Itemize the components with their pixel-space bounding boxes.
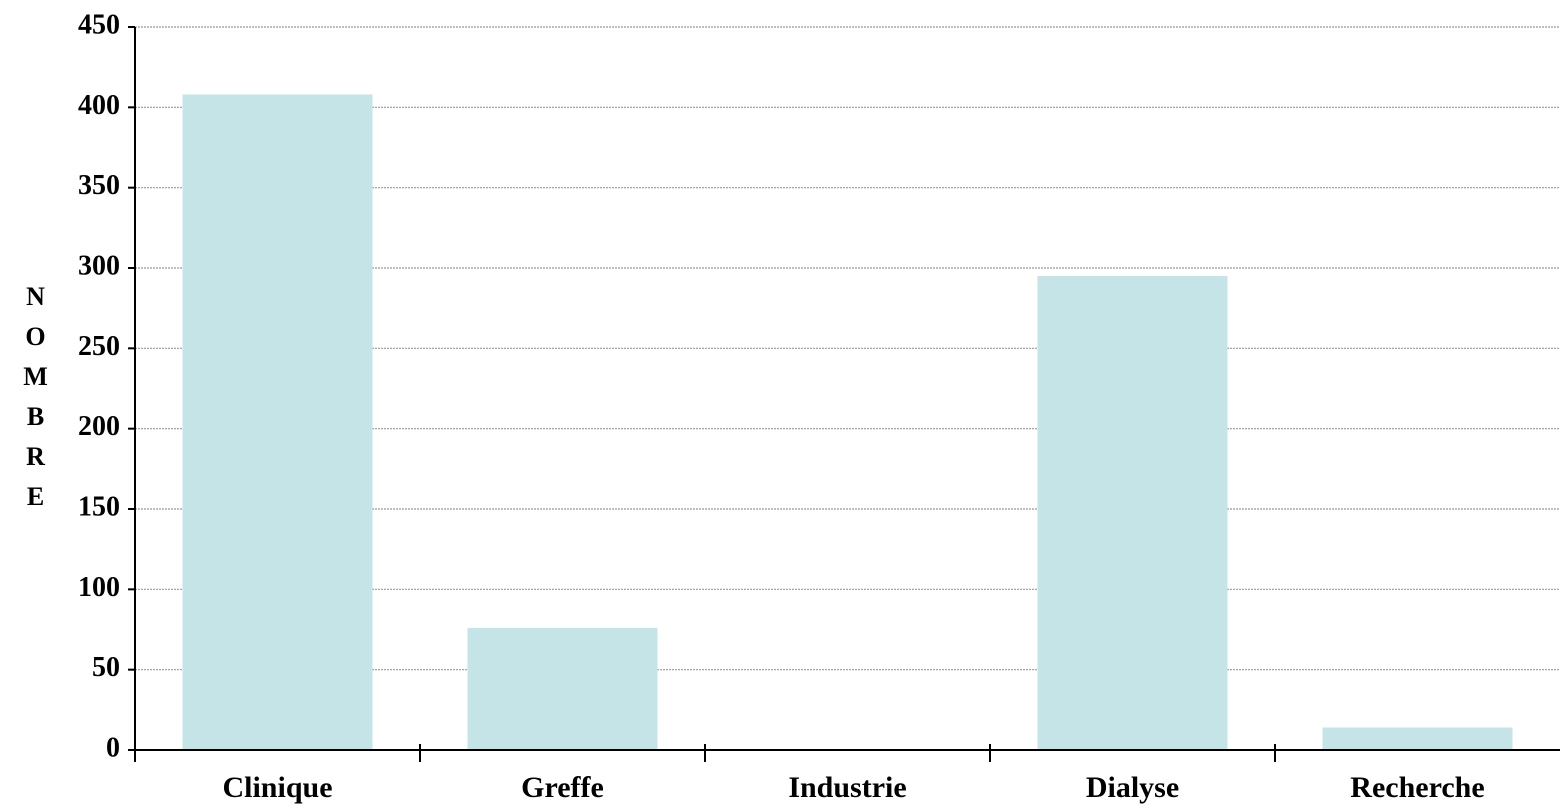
y-tick-label: 300 [78,250,120,281]
y-tick-label: 150 [78,491,120,522]
x-tick-label: Industrie [788,771,906,804]
x-tick-label: Clinique [222,771,332,804]
y-tick-label: 450 [78,9,120,40]
bar [182,94,373,751]
x-tick-label: Dialyse [1086,771,1179,804]
bar [467,627,658,750]
y-tick-label: 50 [92,652,120,683]
x-tick-label: Recherche [1350,771,1484,804]
y-tick-label: 400 [78,90,120,121]
y-tick-label: 0 [106,732,120,763]
x-tick-label: Greffe [521,771,604,804]
y-tick-label: 200 [78,411,120,442]
y-axis-label: NOMBRE [21,282,50,522]
y-tick-label: 350 [78,170,120,201]
y-tick-label: 250 [78,331,120,362]
y-tick-label: 100 [78,572,120,603]
bar [1322,727,1513,750]
bar [1037,276,1228,750]
